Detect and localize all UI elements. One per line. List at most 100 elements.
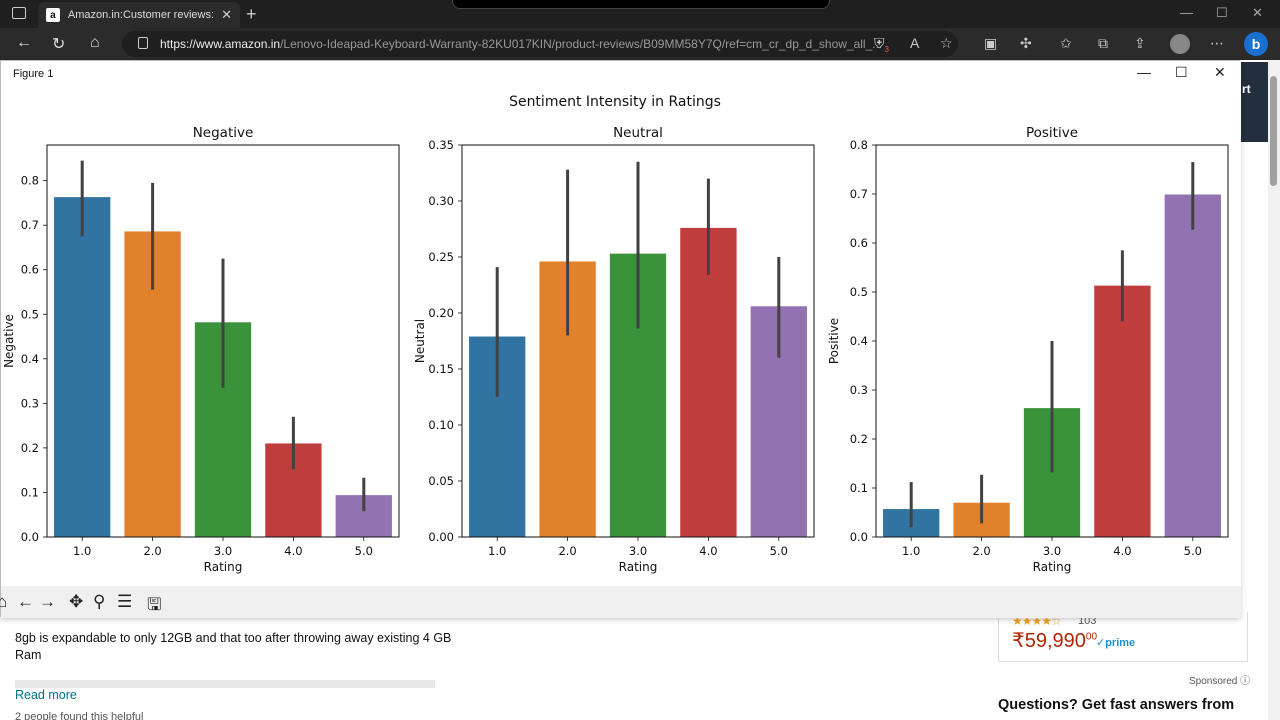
tab-actions-icon[interactable]	[12, 7, 26, 19]
helpful-count: 2 people found this helpful	[15, 711, 144, 720]
axes-frame-positive	[875, 144, 1229, 538]
browser-minimize-icon[interactable]: —	[1180, 5, 1193, 20]
x-tick-label: 4.0	[699, 544, 717, 558]
y-tick-label: 0.6	[21, 263, 39, 277]
favorite-star-icon[interactable]: ☆	[940, 35, 953, 51]
y-tick-label: 0.00	[428, 530, 454, 544]
browser-close-icon[interactable]: ✕	[1252, 5, 1263, 20]
forward-view-icon[interactable]: →	[39, 592, 56, 611]
y-tick-label: 0.35	[428, 138, 454, 152]
back-view-icon[interactable]: ←	[17, 592, 34, 611]
figure-close-icon[interactable]: ✕	[1214, 64, 1226, 80]
review-text: 8gb is expandable to only 12GB and that …	[15, 631, 452, 662]
page-scrollbar[interactable]	[1268, 60, 1280, 720]
y-axis-label: Neutral	[413, 319, 427, 363]
figure-toolbar: ⌂ ← → ✥ ⚲ ☰ 🖫	[0, 586, 1241, 618]
axes-frame-neutral	[461, 144, 815, 538]
y-tick-label: 0.7	[21, 218, 39, 232]
browser-maximize-icon[interactable]: ☐	[1216, 5, 1228, 20]
y-axis-label: Negative	[2, 314, 16, 368]
extension-badge: 3	[884, 44, 889, 54]
bookmark-extension-icon[interactable]: ▣	[984, 35, 998, 51]
price-whole: 59,990	[1024, 630, 1086, 652]
axes-frame-negative	[46, 144, 400, 538]
home-view-icon[interactable]: ⌂	[0, 592, 8, 611]
figure-title: Figure 1	[13, 68, 54, 80]
subplots-config-icon[interactable]: ☰	[117, 592, 133, 611]
figure-minimize-icon[interactable]: —	[1137, 64, 1151, 80]
address-bar[interactable]: https://www.amazon.in/Lenovo-Ideapad-Key…	[122, 31, 958, 57]
more-menu-icon[interactable]: ⋯	[1210, 35, 1224, 51]
screen-notch	[452, 0, 830, 9]
x-tick-label: 3.0	[629, 544, 647, 558]
sponsored-product-card[interactable]	[998, 612, 1248, 662]
x-tick-label: 3.0	[214, 544, 232, 558]
price-fraction: 00	[1085, 631, 1098, 643]
page-scrollbar-thumb[interactable]	[1270, 76, 1277, 186]
x-tick-label: 3.0	[1043, 544, 1061, 558]
x-tick-label: 5.0	[355, 544, 373, 558]
x-tick-label: 4.0	[1113, 544, 1131, 558]
review-faded-line	[15, 680, 435, 688]
tracking-prevention-icon[interactable]: ⛨3	[874, 35, 889, 54]
product-price: ₹59,99000	[1012, 628, 1097, 653]
prime-badge: ✓prime	[1096, 637, 1136, 649]
y-tick-label: 0.10	[428, 418, 454, 432]
x-axis-label: Rating	[204, 560, 243, 574]
favorites-icon[interactable]: ✩	[1060, 35, 1072, 51]
browser-tab[interactable]: a Amazon.in:Customer reviews: Lenovo ✕	[38, 2, 240, 28]
y-tick-label: 0.2	[850, 432, 868, 446]
bing-copilot-icon[interactable]: b	[1244, 32, 1268, 56]
back-icon[interactable]: ←	[16, 34, 32, 51]
figure-canvas[interactable]: Sentiment Intensity in Ratings Negative 1…	[1, 86, 1241, 586]
collections-icon[interactable]: ⧉	[1098, 35, 1108, 51]
refresh-icon[interactable]: ↻	[52, 36, 66, 53]
read-more-link[interactable]: Read more	[15, 688, 77, 702]
read-aloud-icon[interactable]: A	[910, 35, 920, 51]
tab-close-icon[interactable]: ✕	[221, 7, 232, 22]
x-tick-label: 4.0	[284, 544, 302, 558]
figure-titlebar[interactable]: Figure 1 — ☐ ✕	[1, 61, 1241, 86]
y-tick-label: 0.4	[850, 334, 868, 348]
url-host: https://www.amazon.in	[160, 37, 281, 51]
new-tab-icon[interactable]: +	[246, 4, 257, 24]
y-axis-label: Positive	[827, 318, 841, 364]
y-tick-label: 0.5	[21, 307, 39, 321]
x-axis-label: Rating	[619, 560, 658, 574]
y-tick-label: 0.05	[428, 474, 454, 488]
y-tick-label: 0.1	[21, 485, 39, 499]
share-icon[interactable]: ⇪	[1134, 35, 1146, 51]
y-tick-label: 0.30	[428, 194, 454, 208]
save-figure-icon[interactable]: 🖫	[147, 595, 162, 614]
amazon-favicon-icon: a	[46, 8, 60, 22]
bar-negative-1.0	[54, 197, 111, 538]
browser-toolbar: ← ↻ ⌂ https://www.amazon.in/Lenovo-Ideap…	[0, 28, 1280, 60]
x-tick-label: 1.0	[488, 544, 506, 558]
chart-title: Sentiment Intensity in Ratings	[509, 94, 721, 110]
side-banner: rt	[1240, 62, 1268, 142]
url-path: /Lenovo-Ideapad-Keyboard-Warranty-82KU01…	[280, 37, 883, 51]
y-tick-label: 0.0	[850, 530, 868, 544]
figure-window: Figure 1 — ☐ ✕ Sentiment Intensity in Ra…	[0, 60, 1241, 618]
x-tick-label: 5.0	[1184, 544, 1202, 558]
x-tick-label: 1.0	[73, 544, 91, 558]
y-tick-label: 0.15	[428, 362, 454, 376]
x-tick-label: 2.0	[143, 544, 161, 558]
zoom-icon[interactable]: ⚲	[93, 592, 106, 611]
bar-positive-5.0	[1164, 194, 1221, 537]
y-tick-label: 0.1	[850, 481, 868, 495]
y-tick-label: 0.5	[850, 285, 868, 299]
lock-icon[interactable]	[138, 37, 148, 49]
subplot-title-negative: Negative	[193, 125, 254, 141]
y-tick-label: 0.20	[428, 306, 454, 320]
sponsored-label[interactable]: Sponsored ⓘ	[1189, 676, 1251, 687]
price-symbol: ₹	[1012, 630, 1025, 652]
extensions-icon[interactable]: ✣	[1020, 35, 1032, 51]
profile-avatar[interactable]	[1170, 34, 1190, 54]
pan-icon[interactable]: ✥	[69, 592, 84, 611]
home-icon[interactable]: ⌂	[90, 34, 100, 51]
browser-tab-bar: a Amazon.in:Customer reviews: Lenovo ✕ +…	[0, 0, 1280, 28]
figure-maximize-icon[interactable]: ☐	[1175, 64, 1188, 80]
rating-count[interactable]: 103	[1078, 615, 1097, 627]
